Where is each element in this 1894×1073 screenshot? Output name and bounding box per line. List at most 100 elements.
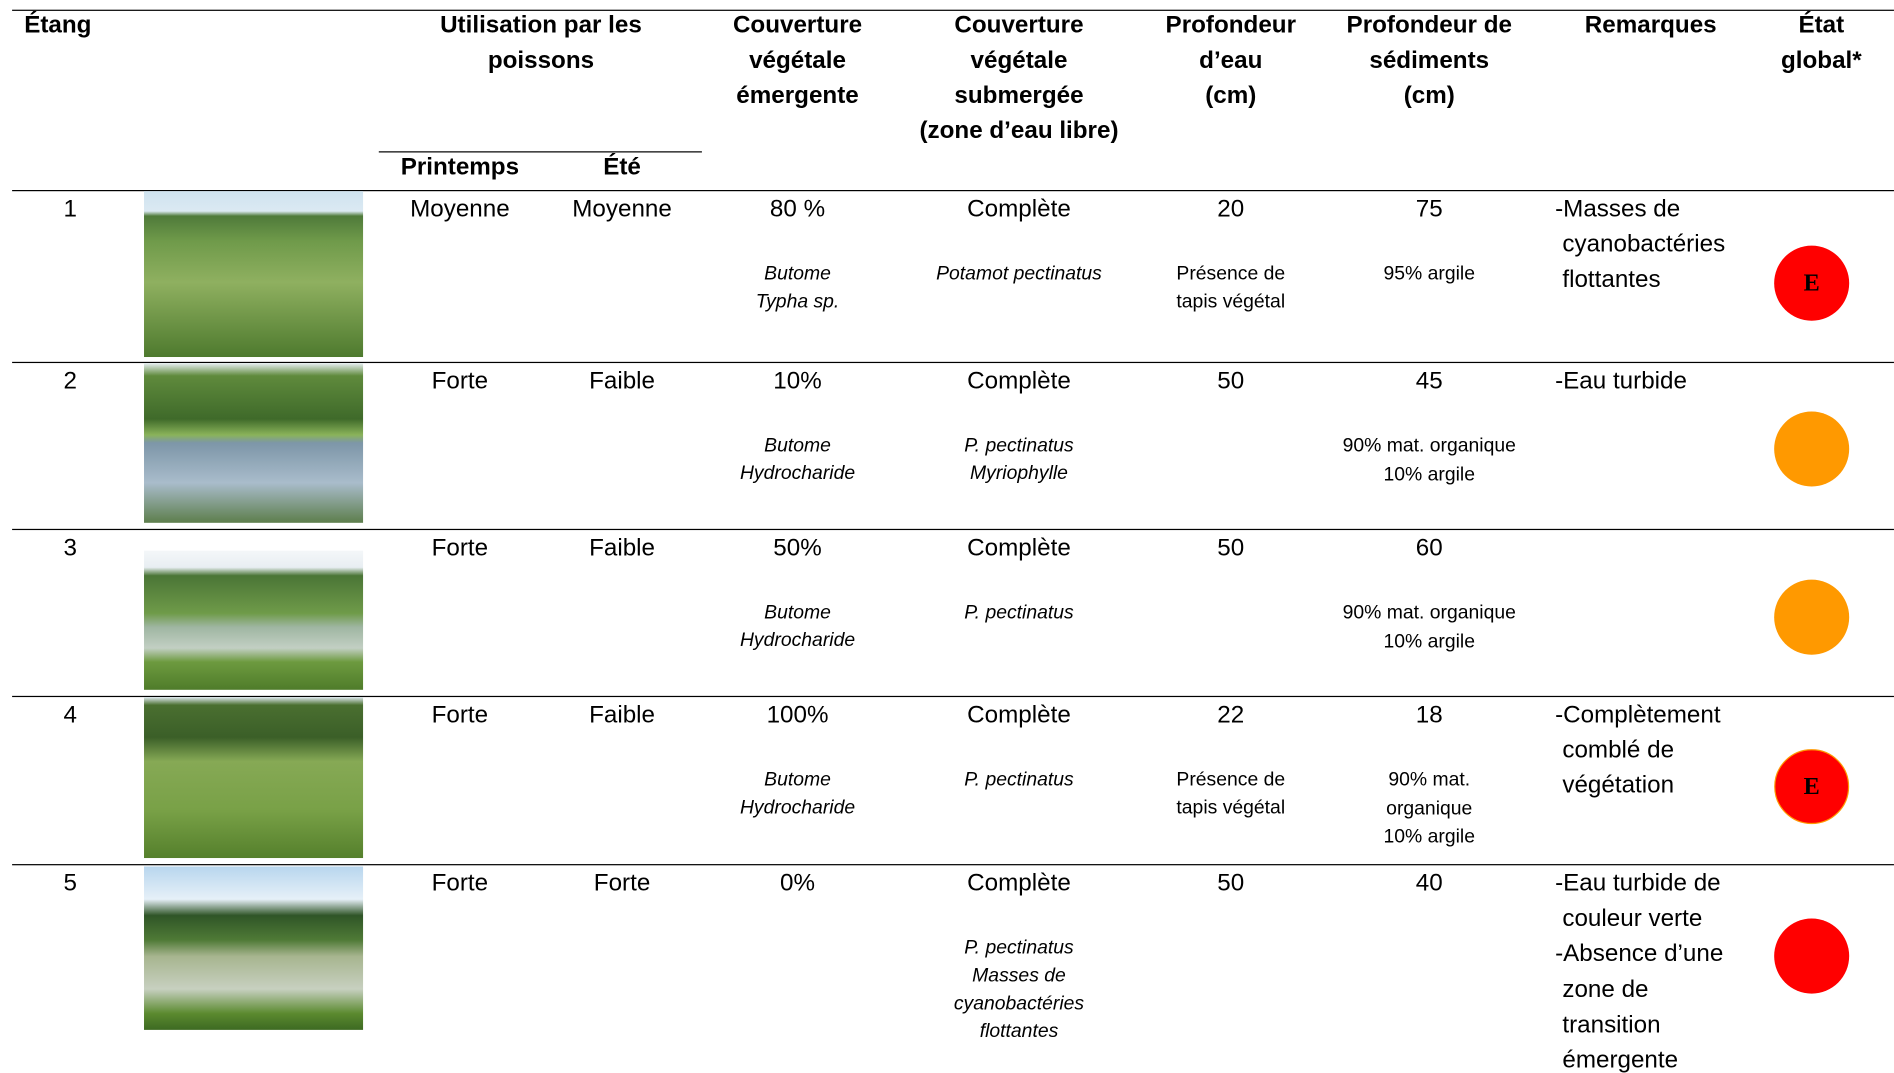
- column-header: Profondeur: [1165, 12, 1296, 39]
- submerged-species: cyanobactéries: [953, 993, 1085, 1015]
- pond-number: 4: [63, 701, 77, 729]
- submerged-species: P. pectinatus: [964, 937, 1074, 959]
- column-header: d’eau: [1199, 47, 1263, 74]
- status-label: E: [1803, 772, 1820, 800]
- emergent-species: Butome: [764, 263, 831, 285]
- submerged-cover: Complète: [967, 534, 1071, 562]
- rule: [378, 151, 702, 153]
- water-note: Présence de: [1176, 263, 1286, 285]
- summer-use: Faible: [589, 534, 656, 562]
- column-header: (zone d’eau libre): [919, 117, 1119, 145]
- column-header: sédiments: [1369, 47, 1490, 74]
- submerged-species: flottantes: [979, 1021, 1059, 1042]
- emergent-cover: 80 %: [769, 196, 826, 223]
- subcolumn-header: Printemps: [400, 153, 520, 181]
- remark: -Complètement: [1555, 701, 1721, 729]
- water-note: tapis végétal: [1176, 797, 1286, 819]
- emergent-cover: 50%: [773, 534, 822, 562]
- emergent-species: Butome: [764, 769, 831, 791]
- sediment-depth: 60: [1415, 534, 1443, 562]
- remark: émergente: [1562, 1046, 1679, 1073]
- pond-number: 3: [63, 534, 77, 562]
- rule: [12, 528, 1894, 531]
- sediment-note: organique: [1386, 798, 1473, 819]
- sediment-depth: 40: [1415, 870, 1443, 897]
- emergent-species: Butome: [764, 602, 831, 624]
- submerged-cover: Complète: [967, 701, 1071, 729]
- remark: couleur verte: [1562, 905, 1703, 933]
- sediment-note: 10% argile: [1383, 826, 1475, 848]
- column-header: Profondeur de: [1346, 12, 1512, 39]
- pond-photo: [144, 866, 364, 1030]
- emergent-cover: 0%: [780, 870, 816, 897]
- column-header: végétale: [970, 47, 1068, 74]
- pond-photo: [144, 550, 364, 690]
- submerged-cover: Complète: [967, 367, 1071, 395]
- sediment-depth: 75: [1415, 196, 1443, 223]
- column-header: (cm): [1205, 82, 1257, 109]
- column-header: Couverture: [954, 12, 1084, 39]
- column-header: Étang: [24, 12, 92, 39]
- pond-photo: [144, 191, 364, 358]
- rule: [12, 190, 1894, 192]
- water-depth: 50: [1217, 367, 1245, 395]
- sediment-note: 10% argile: [1383, 631, 1475, 652]
- pond-number: 1: [63, 196, 77, 223]
- spring-use: Forte: [431, 367, 489, 395]
- remark: -Eau turbide de: [1555, 870, 1721, 897]
- submerged-cover: Complète: [967, 870, 1071, 897]
- water-depth: 50: [1217, 534, 1245, 562]
- sediment-note: 90% mat. organique: [1342, 435, 1516, 457]
- water-depth: 22: [1217, 701, 1245, 729]
- emergent-species: Hydrocharide: [739, 630, 856, 652]
- status-circle: E: [1774, 749, 1850, 825]
- summer-use: Faible: [589, 367, 656, 395]
- emergent-cover: 10%: [773, 367, 822, 395]
- column-header: Remarques: [1584, 12, 1717, 39]
- emergent-species: Hydrocharide: [739, 463, 856, 485]
- remark: -Masses de: [1555, 196, 1681, 223]
- submerged-species: Potamot pectinatus: [936, 263, 1102, 285]
- remark: flottantes: [1562, 266, 1661, 294]
- pond-photo: [144, 697, 364, 859]
- subcolumn-header: Été: [603, 153, 641, 181]
- sediment-note: 90% mat.: [1388, 769, 1471, 791]
- summer-use: Faible: [589, 701, 656, 729]
- pond-number: 2: [63, 367, 77, 395]
- emergent-species: Typha sp.: [755, 291, 840, 313]
- remark: comblé de: [1562, 737, 1675, 764]
- sediment-note: 10% argile: [1383, 464, 1475, 485]
- water-note: tapis végétal: [1176, 291, 1286, 313]
- status-circle: E: [1774, 245, 1850, 321]
- sediment-note: 90% mat. organique: [1342, 602, 1516, 624]
- remark: -Absence d’une: [1555, 940, 1724, 968]
- water-depth: 20: [1217, 196, 1245, 223]
- status-circle: [1774, 918, 1850, 994]
- pond-number: 5: [63, 870, 77, 897]
- emergent-species: Hydrocharide: [739, 797, 856, 819]
- emergent-cover: 100%: [766, 701, 829, 729]
- rule: [12, 864, 1894, 866]
- spring-use: Forte: [431, 534, 489, 562]
- submerged-species: P. pectinatus: [964, 435, 1074, 457]
- summer-use: Forte: [593, 870, 651, 897]
- spring-use: Forte: [431, 870, 489, 897]
- status-label: E: [1803, 269, 1820, 296]
- remark: transition: [1562, 1011, 1661, 1039]
- spring-use: Forte: [431, 701, 489, 729]
- submerged-species: P. pectinatus: [964, 769, 1074, 791]
- remark: cyanobactéries: [1562, 231, 1726, 258]
- column-header: émergente: [736, 82, 859, 109]
- rule: [12, 695, 1894, 698]
- remark: végétation: [1562, 772, 1675, 800]
- status-circle: [1774, 579, 1850, 655]
- column-header: global*: [1781, 47, 1862, 74]
- remark: -Eau turbide: [1555, 367, 1687, 395]
- submerged-cover: Complète: [967, 196, 1071, 223]
- sediment-note: 95% argile: [1383, 263, 1475, 285]
- column-header: État: [1798, 12, 1845, 39]
- column-header: (cm): [1403, 82, 1455, 109]
- water-note: Présence de: [1176, 769, 1286, 791]
